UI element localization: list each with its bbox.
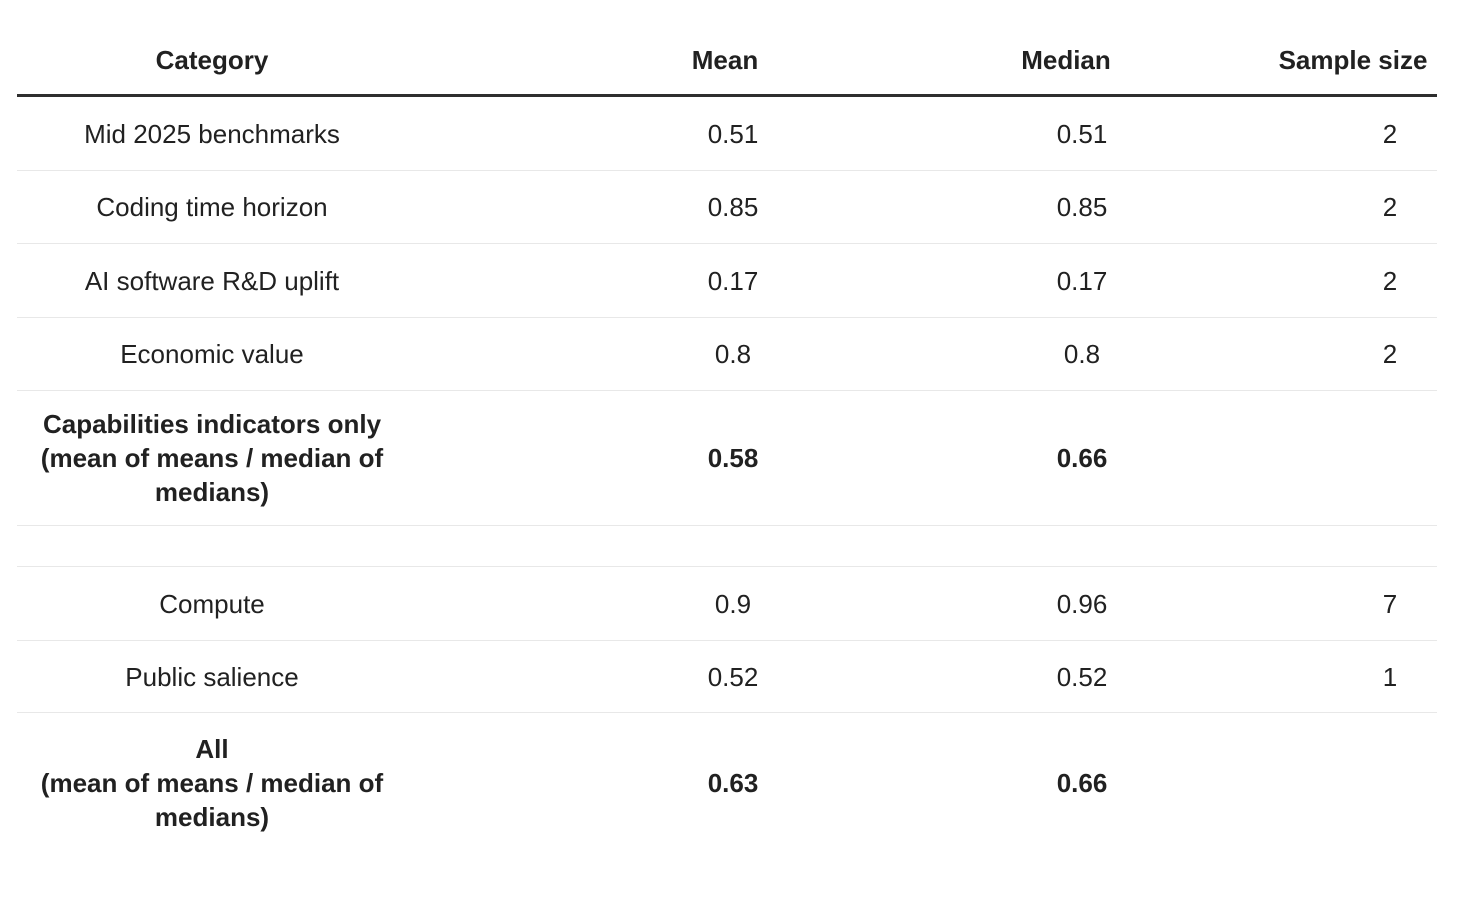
table-row: Mid 2025 benchmarks 0.51 0.51 2 — [17, 97, 1437, 171]
cell-mean: 0.58 — [707, 443, 759, 473]
table-row: AI software R&D uplift 0.17 0.17 2 — [17, 244, 1437, 318]
cell-sample-size: 7 — [1382, 588, 1398, 619]
cell-median: 0.52 — [1056, 661, 1108, 692]
cell-category: Economic value — [120, 339, 304, 369]
cell-category: Capabilities indicators only (mean of me… — [40, 409, 384, 507]
cell-sample-size: 2 — [1382, 265, 1398, 296]
cell-median: 0.8 — [1063, 339, 1101, 369]
cell-category: Coding time horizon — [96, 192, 328, 222]
cell-mean: 0.85 — [707, 192, 759, 222]
table-row: Compute 0.9 0.96 7 — [17, 567, 1437, 641]
cell-median: 0.17 — [1056, 265, 1108, 296]
cell-sample-size: 2 — [1382, 118, 1398, 149]
cell-median: 0.51 — [1056, 118, 1108, 149]
summary-table: Category Mean Median Sample size Mid 202… — [17, 25, 1437, 853]
cell-category: All (mean of means / median of medians) — [40, 734, 384, 832]
table-row-capabilities-summary: Capabilities indicators only (mean of me… — [17, 391, 1437, 526]
table-row-all-summary: All (mean of means / median of medians) … — [17, 713, 1437, 853]
header-category: Category — [155, 44, 269, 75]
cell-category: AI software R&D uplift — [84, 265, 340, 296]
cell-sample-size: 2 — [1382, 192, 1398, 222]
header-mean: Mean — [691, 44, 759, 75]
cell-mean: 0.17 — [707, 265, 759, 296]
cell-category: Compute — [159, 588, 265, 619]
table-header-row: Category Mean Median Sample size — [17, 25, 1437, 97]
table-row: Economic value 0.8 0.8 2 — [17, 318, 1437, 391]
cell-mean: 0.63 — [707, 768, 759, 798]
cell-category: Mid 2025 benchmarks — [84, 118, 340, 149]
cell-mean: 0.52 — [707, 661, 759, 692]
cell-mean: 0.9 — [714, 588, 752, 619]
cell-median: 0.85 — [1056, 192, 1108, 222]
cell-median: 0.96 — [1056, 588, 1108, 619]
header-sample-size: Sample size — [1278, 44, 1428, 75]
cell-mean: 0.8 — [714, 339, 752, 369]
cell-sample-size: 1 — [1382, 661, 1398, 692]
table-row-spacer — [17, 526, 1437, 567]
cell-mean: 0.51 — [707, 118, 759, 149]
table-row: Coding time horizon 0.85 0.85 2 — [17, 171, 1437, 244]
cell-median: 0.66 — [1056, 768, 1108, 798]
cell-median: 0.66 — [1056, 443, 1108, 473]
table-row: Public salience 0.52 0.52 1 — [17, 641, 1437, 713]
cell-category: Public salience — [125, 661, 299, 692]
cell-sample-size: 2 — [1382, 339, 1398, 369]
header-median: Median — [1021, 44, 1111, 75]
